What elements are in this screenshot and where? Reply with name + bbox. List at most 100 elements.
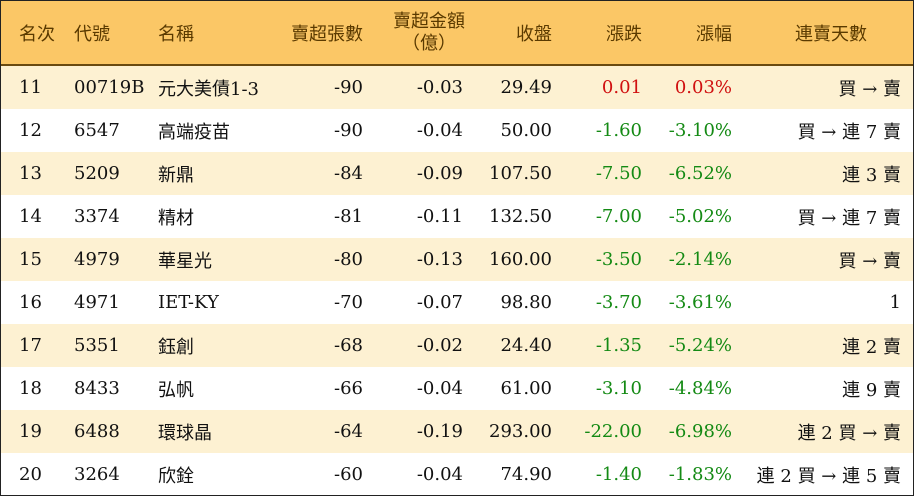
cell-amount: -0.19 xyxy=(416,421,463,442)
table-row: 13 5209 新鼎 -84 -0.09 107.50 -7.50 -6.52% 連 3 賣 xyxy=(1,152,913,195)
cell-pct: -5.02% xyxy=(668,206,732,227)
cell-days: 連 3 賣 xyxy=(842,164,901,186)
header-amount: 賣超金額 （億） xyxy=(393,1,465,64)
cell-code: 3374 xyxy=(74,206,120,227)
cell-rank: 20 xyxy=(19,464,42,485)
cell-pct: -3.61% xyxy=(668,292,732,313)
table-row: 18 8433 弘帆 -66 -0.04 61.00 -3.10 -4.84% 連 9 賣 xyxy=(1,367,913,410)
cell-name: 鈺創 xyxy=(158,336,194,358)
cell-volume: -70 xyxy=(334,292,363,313)
cell-amount: -0.02 xyxy=(416,335,463,356)
cell-change: -3.10 xyxy=(595,378,642,399)
cell-change: -22.00 xyxy=(584,421,642,442)
cell-code: 4979 xyxy=(74,249,120,270)
cell-volume: -80 xyxy=(334,249,363,270)
cell-code: 8433 xyxy=(74,378,120,399)
cell-amount: -0.04 xyxy=(416,120,463,141)
table-row: 15 4979 華星光 -80 -0.13 160.00 -3.50 -2.14% 買 → 賣 xyxy=(1,238,913,281)
header-amount-unit: （億） xyxy=(402,32,456,54)
cell-days: 連 2 買 → 賣 xyxy=(797,422,901,444)
cell-close: 160.00 xyxy=(489,249,552,270)
cell-days: 買 → 連 7 賣 xyxy=(797,121,901,143)
header-pct: 漲幅 xyxy=(696,23,732,45)
cell-days: 連 2 賣 xyxy=(842,336,901,358)
cell-amount: -0.04 xyxy=(416,464,463,485)
cell-code: 5351 xyxy=(74,335,120,356)
cell-rank: 18 xyxy=(19,378,42,399)
cell-name: 精材 xyxy=(158,207,194,229)
cell-days: 買 → 賣 xyxy=(838,78,901,100)
table-row: 16 4971 IET-KY -70 -0.07 98.80 -3.70 -3.61% 1 xyxy=(1,281,913,324)
cell-change: -7.50 xyxy=(595,163,642,184)
cell-amount: -0.13 xyxy=(416,249,463,270)
header-days: 連賣天數 xyxy=(795,23,867,45)
table-row: 20 3264 欣銓 -60 -0.04 74.90 -1.40 -1.83% 連 2 買 → … xyxy=(1,453,913,496)
cell-days: 連 9 賣 xyxy=(842,379,901,401)
cell-volume: -64 xyxy=(334,421,363,442)
cell-change: -3.70 xyxy=(595,292,642,313)
table-row: 17 5351 鈺創 -68 -0.02 24.40 -1.35 -5.24% 連 2 賣 xyxy=(1,324,913,367)
cell-rank: 12 xyxy=(19,120,42,141)
cell-close: 50.00 xyxy=(500,120,552,141)
header-volume: 賣超張數 xyxy=(291,23,363,45)
cell-name: 元大美債1-3 xyxy=(158,78,259,100)
cell-change: -7.00 xyxy=(595,206,642,227)
cell-close: 29.49 xyxy=(500,77,552,98)
cell-amount: -0.04 xyxy=(416,378,463,399)
cell-amount: -0.03 xyxy=(416,77,463,98)
cell-rank: 14 xyxy=(19,206,42,227)
cell-pct: -2.14% xyxy=(668,249,732,270)
cell-days: 買 → 賣 xyxy=(838,250,901,272)
cell-days: 連 2 買 → 連 5 賣 xyxy=(756,465,901,487)
cell-pct: -6.98% xyxy=(668,421,732,442)
cell-change: -1.40 xyxy=(595,464,642,485)
cell-close: 293.00 xyxy=(489,421,552,442)
table-row: 14 3374 精材 -81 -0.11 132.50 -7.00 -5.02% 買 → 連 7… xyxy=(1,195,913,238)
header-close: 收盤 xyxy=(516,23,552,45)
header-code: 代號 xyxy=(74,23,110,45)
cell-rank: 15 xyxy=(19,249,42,270)
cell-name: 環球晶 xyxy=(158,422,212,444)
cell-name: 新鼎 xyxy=(158,164,194,186)
cell-pct: -4.84% xyxy=(668,378,732,399)
cell-close: 98.80 xyxy=(500,292,552,313)
cell-code: 5209 xyxy=(74,163,120,184)
cell-change: -3.50 xyxy=(595,249,642,270)
cell-volume: -66 xyxy=(334,378,363,399)
cell-rank: 11 xyxy=(19,77,42,98)
table-row: 19 6488 環球晶 -64 -0.19 293.00 -22.00 -6.98% 連 2 買… xyxy=(1,410,913,453)
cell-close: 132.50 xyxy=(489,206,552,227)
cell-pct: -5.24% xyxy=(668,335,732,356)
cell-amount: -0.11 xyxy=(416,206,463,227)
cell-rank: 16 xyxy=(19,292,42,313)
header-change: 漲跌 xyxy=(606,23,642,45)
cell-rank: 13 xyxy=(19,163,42,184)
cell-pct: -1.83% xyxy=(668,464,732,485)
cell-name: 華星光 xyxy=(158,250,212,272)
cell-rank: 17 xyxy=(19,335,42,356)
cell-change: -1.60 xyxy=(595,120,642,141)
cell-pct: -6.52% xyxy=(668,163,732,184)
table-row: 11 00719B 元大美債1-3 -90 -0.03 29.49 0.01 0.03% 買 →… xyxy=(1,66,913,109)
header-amount-label: 賣超金額 xyxy=(393,10,465,32)
cell-code: 4971 xyxy=(74,292,120,313)
cell-volume: -68 xyxy=(334,335,363,356)
cell-volume: -90 xyxy=(334,77,363,98)
table-header: 名次 代號 名稱 賣超張數 賣超金額 （億） 收盤 漲跌 漲幅 連賣天數 xyxy=(1,1,913,66)
header-name: 名稱 xyxy=(158,23,194,45)
cell-name: 高端疫苗 xyxy=(158,121,230,143)
cell-code: 00719B xyxy=(74,77,145,98)
cell-code: 6547 xyxy=(74,120,120,141)
cell-days: 1 xyxy=(889,292,901,313)
cell-name: 弘帆 xyxy=(158,379,194,401)
cell-close: 107.50 xyxy=(489,163,552,184)
cell-volume: -60 xyxy=(334,464,363,485)
cell-pct: 0.03% xyxy=(674,77,732,98)
cell-volume: -90 xyxy=(334,120,363,141)
cell-close: 24.40 xyxy=(500,335,552,356)
cell-change: -1.35 xyxy=(595,335,642,356)
cell-name: IET-KY xyxy=(158,292,219,313)
cell-change: 0.01 xyxy=(601,77,642,98)
cell-amount: -0.09 xyxy=(416,163,463,184)
